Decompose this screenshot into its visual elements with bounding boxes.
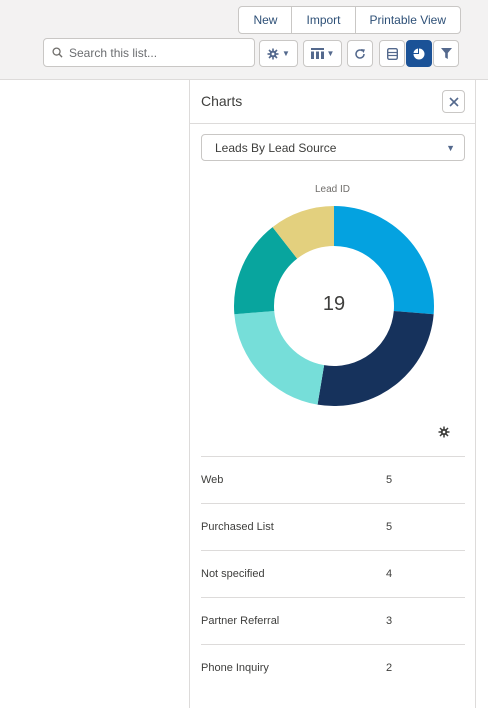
gear-icon[interactable]	[438, 426, 450, 438]
panel-title: Charts	[201, 93, 243, 109]
chart-title: Lead ID	[314, 184, 351, 195]
edit-icon	[386, 47, 398, 60]
printable-view-button[interactable]: Printable View	[369, 13, 447, 27]
row-label: Purchased List	[201, 521, 274, 533]
row-value: 5	[386, 521, 393, 533]
chart-select[interactable]: Leads By Lead Source ▼	[201, 134, 465, 161]
show-charts-button[interactable]	[406, 40, 432, 67]
action-button-group: New Import Printable View	[238, 6, 461, 34]
table-row: Partner Referral 3	[201, 597, 465, 644]
chart-total: 19	[322, 293, 346, 315]
row-value: 2	[386, 662, 393, 674]
panel-header: Charts	[190, 80, 475, 124]
table-row: Phone Inquiry 2	[201, 644, 465, 691]
table-row: Not specified 4	[201, 550, 465, 597]
table-row: Web 5	[201, 456, 465, 503]
chevron-down-icon: ▼	[282, 49, 290, 58]
row-label: Phone Inquiry	[201, 662, 269, 674]
search-placeholder: Search this list...	[69, 45, 158, 60]
search-icon	[52, 47, 63, 58]
gear-icon	[267, 48, 279, 59]
chevron-down-icon: ▼	[326, 49, 335, 58]
donut-slice-purchased-list[interactable]	[317, 310, 434, 406]
import-button[interactable]: Import	[292, 7, 356, 33]
row-value: 5	[386, 474, 393, 486]
row-label: Partner Referral	[201, 615, 280, 627]
row-value: 3	[386, 615, 393, 627]
filter-icon	[440, 48, 452, 59]
donut-slice-not-specified[interactable]	[234, 310, 325, 405]
donut-chart: 19	[233, 205, 435, 407]
table-icon	[310, 48, 324, 59]
list-view-header: New Import Printable View Search this li…	[0, 0, 488, 80]
edit-list-button[interactable]	[379, 40, 405, 67]
close-icon	[448, 96, 459, 107]
chart-legend-table: Web 5 Purchased List 5 Not specified 4 P…	[201, 456, 465, 691]
donut-slice-web[interactable]	[334, 206, 434, 315]
refresh-icon	[355, 48, 365, 59]
close-button[interactable]	[442, 90, 465, 113]
new-button[interactable]: New	[239, 7, 293, 33]
donut-chart-svg	[234, 206, 434, 406]
filter-button[interactable]	[433, 40, 459, 67]
donut-slice-partner-referral[interactable]	[234, 227, 298, 315]
search-input[interactable]: Search this list...	[43, 38, 255, 67]
chart-select-value: Leads By Lead Source	[215, 140, 337, 155]
display-as-button[interactable]: ▼	[303, 40, 342, 67]
list-settings-button[interactable]: ▼	[259, 40, 298, 67]
row-label: Not specified	[201, 568, 265, 580]
refresh-button[interactable]	[347, 40, 373, 67]
row-value: 4	[386, 568, 393, 580]
row-label: Web	[201, 474, 224, 486]
charts-panel: Charts Leads By Lead Source ▼ Lead ID 19…	[189, 80, 476, 708]
donut-slice-phone-inquiry[interactable]	[272, 206, 334, 259]
chevron-down-icon: ▼	[446, 143, 455, 153]
table-row: Purchased List 5	[201, 503, 465, 550]
chart-icon	[413, 48, 425, 59]
